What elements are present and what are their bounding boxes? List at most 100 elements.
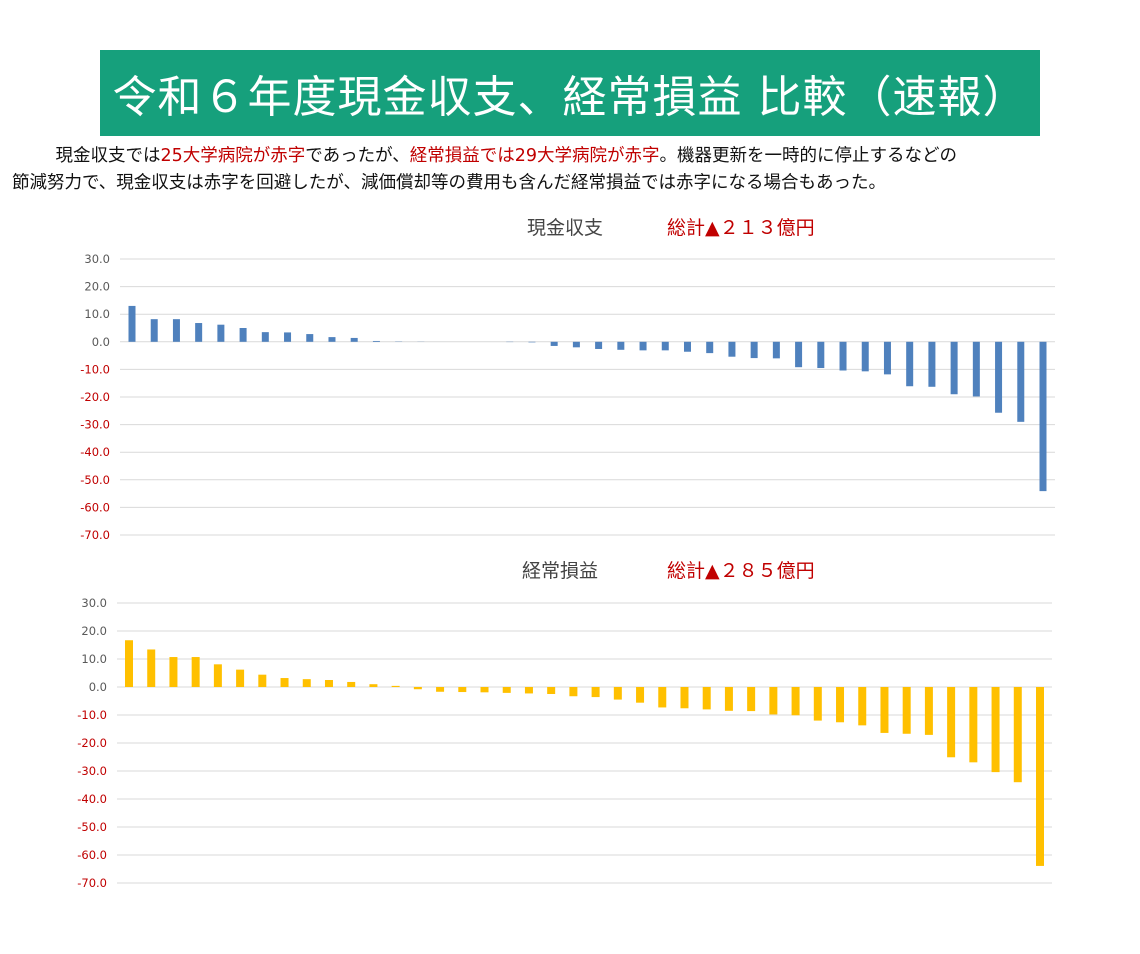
- y-tick-label: -40.0: [77, 792, 107, 806]
- y-tick-label: -70.0: [77, 876, 107, 890]
- summary-highlight: 25大学病院が赤字: [160, 146, 306, 166]
- bar: [617, 341, 625, 350]
- bar: [280, 678, 289, 687]
- bar: [306, 334, 314, 342]
- bar: [128, 305, 136, 342]
- bar: [169, 657, 178, 687]
- bar: [661, 341, 669, 351]
- bar: [147, 649, 156, 687]
- y-tick-label: 0.0: [89, 680, 107, 694]
- bar: [747, 687, 756, 712]
- bar: [861, 341, 869, 372]
- bar: [172, 319, 180, 342]
- summary-segment: 現金収支では: [38, 146, 161, 166]
- bar: [436, 687, 445, 692]
- bar: [613, 687, 622, 700]
- bar: [191, 657, 200, 687]
- bar: [372, 340, 380, 342]
- bar: [772, 341, 780, 359]
- bar: [706, 341, 714, 354]
- y-tick-label: -30.0: [77, 764, 107, 778]
- bar: [880, 687, 889, 733]
- chart-annotation: 総計▲２８５億円: [667, 560, 815, 582]
- bar: [213, 664, 222, 687]
- bar: [328, 337, 336, 342]
- y-tick-label: -60.0: [77, 848, 107, 862]
- y-tick-label: 0.0: [92, 335, 110, 349]
- bar: [595, 341, 603, 349]
- bar: [524, 687, 533, 694]
- bar: [658, 687, 667, 708]
- bar: [750, 341, 758, 359]
- bar: [906, 341, 914, 387]
- bar: [547, 687, 556, 694]
- summary-text: 現金収支では25大学病院が赤字であったが、経常損益では29大学病院が赤字。機器更…: [12, 143, 1128, 197]
- y-tick-label: -70.0: [80, 528, 110, 542]
- y-tick-label: -60.0: [80, 500, 110, 514]
- bar: [413, 687, 422, 690]
- y-tick-label: -20.0: [77, 736, 107, 750]
- y-tick-label: -10.0: [77, 708, 107, 722]
- bar: [217, 324, 225, 342]
- bar: [239, 328, 247, 342]
- bar: [591, 687, 600, 698]
- y-tick-label: 30.0: [84, 252, 110, 266]
- bar: [991, 687, 1000, 773]
- bar: [550, 341, 558, 346]
- bar: [950, 341, 958, 395]
- bar: [391, 685, 400, 687]
- bar: [1017, 341, 1025, 422]
- y-tick-label: 10.0: [84, 307, 110, 321]
- bar: [728, 341, 736, 357]
- bar: [458, 687, 467, 693]
- bar: [791, 687, 800, 716]
- y-tick-label: 20.0: [81, 624, 107, 638]
- bar: [858, 687, 867, 726]
- y-tick-label: -40.0: [80, 445, 110, 459]
- bar: [125, 640, 133, 687]
- bar: [795, 341, 803, 368]
- y-tick-label: 20.0: [84, 280, 110, 294]
- summary-line-1: 現金収支では25大学病院が赤字であったが、経常損益では29大学病院が赤字。機器更…: [38, 143, 1128, 170]
- y-tick-label: -50.0: [77, 820, 107, 834]
- bar: [813, 687, 822, 721]
- bar: [969, 687, 978, 763]
- bar: [928, 341, 936, 387]
- chart-title: 現金収支: [527, 217, 604, 239]
- bar: [1036, 687, 1044, 866]
- bar: [836, 687, 845, 723]
- bar: [636, 687, 645, 703]
- bar: [724, 687, 733, 711]
- y-tick-label: -10.0: [80, 362, 110, 376]
- bar: [817, 341, 825, 369]
- y-tick-label: 10.0: [81, 652, 107, 666]
- bar: [1013, 687, 1022, 783]
- bar: [347, 681, 356, 687]
- bar: [902, 687, 911, 734]
- bar: [683, 341, 691, 352]
- chart-title: 経常損益: [522, 560, 599, 582]
- bar: [1039, 341, 1047, 492]
- y-tick-label: -50.0: [80, 473, 110, 487]
- bar: [480, 687, 489, 693]
- bar: [324, 680, 333, 687]
- bar: [572, 341, 580, 348]
- bar: [680, 687, 689, 709]
- bar: [947, 687, 956, 758]
- bar: [883, 341, 891, 375]
- bar: [369, 684, 378, 687]
- y-tick-label: -20.0: [80, 390, 110, 404]
- bar: [972, 341, 980, 397]
- summary-segment: 。機器更新を一時的に停止するなどの: [659, 146, 958, 166]
- bar: [924, 687, 933, 735]
- bar: [528, 341, 536, 343]
- y-tick-label: 30.0: [81, 596, 107, 610]
- y-tick-label: -30.0: [80, 418, 110, 432]
- bar: [995, 341, 1003, 413]
- bar: [639, 341, 647, 351]
- bar: [284, 332, 292, 342]
- bar: [350, 337, 358, 342]
- bar: [236, 669, 245, 687]
- bar: [769, 687, 778, 715]
- bar: [502, 687, 511, 693]
